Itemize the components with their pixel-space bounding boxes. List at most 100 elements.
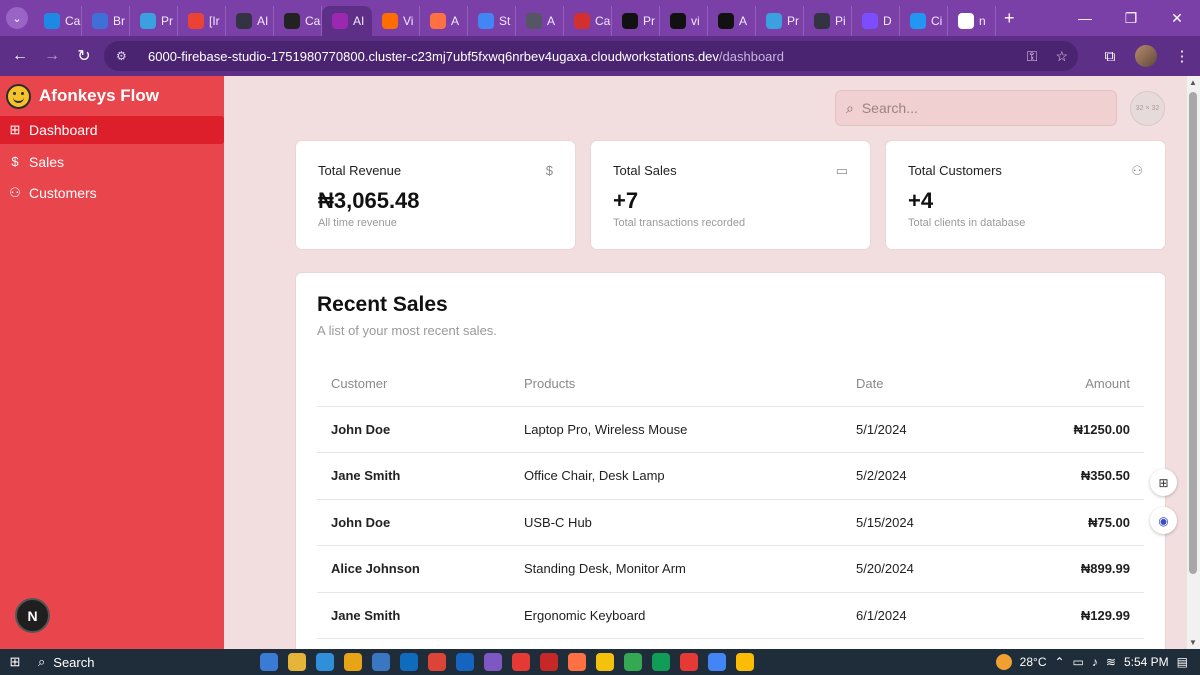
page-scrollbar[interactable]: ▲ ▼ [1187,76,1200,649]
browser-tab[interactable]: Vi [372,6,420,36]
windows-start-icon[interactable]: ⊞ [9,654,21,669]
site-info-icon[interactable]: ⚙ [116,49,127,63]
volume-icon[interactable]: ♪ [1091,655,1098,669]
bookmark-star-icon[interactable]: ☆ [1055,47,1068,64]
taskbar-app-icon[interactable] [288,653,306,671]
address-bar[interactable]: ⚙ 6000-firebase-studio-1751980770800.clu… [104,41,1078,71]
close-window-button[interactable]: ✕ [1171,9,1183,26]
tab-label: Pr [643,14,655,28]
sidebar-item-customers[interactable]: ⚇ Customers [0,179,224,207]
smiley-logo-icon [6,83,31,109]
profile-avatar[interactable] [1135,45,1157,67]
url-path: /dashboard [718,48,784,64]
apps-grid-float-button[interactable]: ⊞ [1150,469,1177,496]
taskbar-app-icon[interactable] [708,653,726,671]
browser-tab[interactable]: Pr [756,6,804,36]
browser-tab[interactable]: [Ir [178,6,226,36]
back-button[interactable]: ← [12,47,28,64]
table-row[interactable]: Jane Smith Office Chair, Desk Lamp 5/2/202… [317,452,1144,500]
browser-tab[interactable]: n [948,6,996,36]
forward-button[interactable]: → [44,47,60,64]
tab-favicon-icon [92,13,108,29]
stat-value: ₦3,065.48 [318,188,420,213]
browser-tab[interactable]: A [420,6,468,36]
cell-date: 6/1/2024 [842,592,992,639]
notification-icon[interactable]: ▤ [1176,655,1188,669]
browser-tab[interactable]: A [516,6,564,36]
taskbar-app-icon[interactable] [316,653,334,671]
tab-favicon-icon [718,13,734,29]
table-row[interactable]: Jane Smith Ergonomic Keyboard 6/1/2024 ₦129… [317,592,1144,639]
taskbar-app-icon[interactable] [568,653,586,671]
browser-toolbar: ← → ↻ ⚙ 6000-firebase-studio-17519807708… [0,36,1200,76]
next-dev-badge[interactable]: N [15,598,50,633]
table-row[interactable]: Alice Johnson Standing Desk, Monitor Arm 5… [317,545,1144,593]
taskbar-app-icon[interactable] [680,653,698,671]
temperature[interactable]: 28°C [1019,655,1047,669]
tab-label: n [979,14,986,28]
taskbar-app-icon[interactable] [624,653,642,671]
user-avatar[interactable]: 32 × 32 [1130,91,1165,126]
new-tab-button[interactable]: + [1004,7,1015,28]
taskbar-app-icon[interactable] [512,653,530,671]
cell-amount: ₦350.50 [992,452,1144,500]
scroll-down-arrow-icon[interactable]: ▼ [1189,638,1197,647]
taskbar-app-icon[interactable] [596,653,614,671]
close-tab-icon[interactable]: ✕ [371,14,372,28]
browser-tab[interactable]: Ca [34,6,82,36]
browser-tab[interactable]: Ca [564,6,612,36]
browser-tab[interactable]: Pi [804,6,852,36]
taskbar-app-icon[interactable] [652,653,670,671]
browser-tab[interactable]: St [468,6,516,36]
browser-tab[interactable]: D [852,6,900,36]
taskbar-app-icon[interactable] [736,653,754,671]
tab-list: Ca Br Pr [Ir AI Ca AI ✕ Vi A St A Ca Pr vi A Pr Pi D Ci n [34,0,996,36]
dollar-icon: $ [545,163,553,178]
browser-tab[interactable]: AI [226,6,274,36]
extensions-icon[interactable]: ⧉ [1104,47,1116,65]
assistant-float-button[interactable]: ◉ [1150,507,1177,534]
stat-value: +7 [613,188,639,213]
browser-tab[interactable]: vi [660,6,708,36]
browser-tab[interactable]: Pr [130,6,178,36]
scrollbar-thumb[interactable] [1189,92,1197,574]
table-row[interactable]: John Doe Laptop Pro, Wireless Mouse 5/1/20… [317,406,1144,453]
tab-favicon-icon [670,13,686,29]
search-input[interactable] [861,100,1102,116]
battery-icon[interactable]: ▭ [1072,655,1084,669]
taskbar-apps [260,653,754,671]
browser-tab[interactable]: Ci [900,6,948,36]
browser-tab[interactable]: Br [82,6,130,36]
minimize-button[interactable]: — [1078,10,1092,26]
browser-menu-icon[interactable]: ⋮ [1174,48,1190,65]
brand-name: Afonkeys Flow [39,86,159,105]
taskbar-app-icon[interactable] [484,653,502,671]
wifi-icon[interactable]: ≋ [1105,655,1116,669]
maximize-button[interactable]: ❐ [1124,9,1138,26]
password-key-icon[interactable]: ⚿ [1026,47,1038,64]
reload-button[interactable]: ↻ [77,48,91,65]
table-row[interactable]: John Doe USB-C Hub 5/15/2024 ₦75.00 [317,499,1144,546]
taskbar-app-icon[interactable] [428,653,446,671]
browser-tab[interactable]: Ca [274,6,322,36]
tab-search-menu-button[interactable]: ⌄ [6,7,28,29]
taskbar-app-icon[interactable] [260,653,278,671]
weather-icon[interactable] [995,654,1012,670]
browser-tab[interactable]: AI ✕ [322,6,372,36]
taskbar-app-icon[interactable] [540,653,558,671]
taskbar-app-icon[interactable] [400,653,418,671]
tray-chevron-icon[interactable]: ⌃ [1054,655,1065,669]
tab-favicon-icon [814,13,830,29]
brand[interactable]: Afonkeys Flow [0,76,224,116]
clock-time[interactable]: 5:54 PM [1123,655,1169,669]
sidebar-item-sales[interactable]: $ Sales [0,148,224,176]
taskbar-app-icon[interactable] [456,653,474,671]
taskbar-app-icon[interactable] [344,653,362,671]
browser-tab[interactable]: A [708,6,756,36]
scroll-up-arrow-icon[interactable]: ▲ [1189,78,1197,87]
taskbar-search[interactable]: ⌕ Search [38,654,260,670]
sidebar-item-dashboard[interactable]: ⊞ Dashboard [0,116,224,144]
taskbar-app-icon[interactable] [372,653,390,671]
browser-tab[interactable]: Pr [612,6,660,36]
tab-label: Vi [403,14,414,28]
